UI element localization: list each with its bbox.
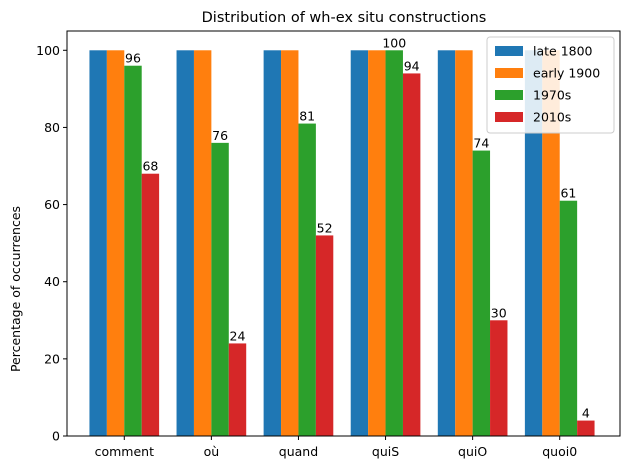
bar-1970s-où bbox=[211, 142, 229, 437]
bar-1970s-comment bbox=[124, 65, 142, 437]
x-tick-label: quiO bbox=[458, 444, 487, 459]
x-tick-label: où bbox=[204, 444, 220, 459]
bar-late-1800-quiS bbox=[350, 50, 369, 436]
bar-late-1800-quoi0 bbox=[524, 50, 543, 436]
data-label: 4 bbox=[582, 406, 590, 421]
legend: late 1800 early 1900 1970s 2010s bbox=[486, 36, 615, 134]
y-tick-label: 60 bbox=[44, 197, 60, 212]
y-axis-label: Percentage of occurrences bbox=[8, 206, 23, 372]
bar-2010s-quand bbox=[315, 235, 334, 436]
bar-1970s-quiS bbox=[385, 50, 403, 436]
bar-late-1800-où bbox=[176, 50, 194, 436]
data-label: 94 bbox=[404, 58, 420, 73]
bar-late-1800-comment bbox=[89, 50, 107, 436]
bar-2010s-quiO bbox=[490, 320, 508, 436]
bar-early-1900-quiS bbox=[368, 50, 386, 436]
bar-2010s-quoi0 bbox=[577, 420, 595, 436]
bar-early-1900-comment bbox=[106, 50, 125, 436]
bar-1970s-quoi0 bbox=[559, 200, 578, 436]
legend-swatch bbox=[495, 46, 523, 56]
data-label: 96 bbox=[125, 51, 141, 66]
x-tick-label: comment bbox=[95, 444, 154, 459]
legend-label: early 1900 bbox=[533, 66, 600, 81]
bar-early-1900-quiO bbox=[455, 50, 473, 436]
legend-swatch bbox=[495, 112, 523, 122]
data-label: 81 bbox=[299, 109, 315, 124]
y-tick-label: 0 bbox=[52, 429, 60, 444]
x-tick-label: quoi0 bbox=[542, 444, 577, 459]
data-label: 74 bbox=[473, 136, 489, 151]
bar-2010s-où bbox=[228, 343, 247, 436]
bar-2010s-comment bbox=[141, 173, 160, 436]
x-tick-label: quand bbox=[279, 444, 318, 459]
bar-1970s-quand bbox=[298, 123, 316, 436]
y-tick-label: 40 bbox=[44, 274, 60, 289]
x-tick-label: quiS bbox=[372, 444, 399, 459]
bar-early-1900-où bbox=[193, 50, 212, 436]
legend-label: 1970s bbox=[533, 88, 571, 103]
y-tick-label: 80 bbox=[44, 120, 60, 135]
bar-1970s-quiO bbox=[472, 150, 491, 436]
axes-frame bbox=[66, 30, 621, 437]
data-label: 52 bbox=[317, 220, 333, 235]
data-label: 76 bbox=[212, 128, 228, 143]
y-tick-label: 100 bbox=[36, 43, 60, 58]
legend-label: 2010s bbox=[533, 110, 571, 125]
y-tick-label: 20 bbox=[44, 351, 60, 366]
data-label: 68 bbox=[142, 159, 158, 174]
legend-swatch bbox=[495, 90, 523, 100]
data-label: 61 bbox=[560, 186, 576, 201]
data-label: 24 bbox=[230, 328, 246, 343]
legend-box bbox=[486, 36, 615, 134]
chart-title: Distribution of wh-ex situ constructions bbox=[202, 10, 487, 26]
bar-late-1800-quiO bbox=[437, 50, 456, 436]
plot-area: 96 68 comment 76 24 où 81 52 quand 100 94 quiS 74 30 q… bbox=[36, 30, 621, 459]
bar-early-1900-quand bbox=[281, 50, 299, 436]
bar-late-1800-quand bbox=[263, 50, 282, 436]
bar-early-1900-quoi0 bbox=[542, 50, 560, 436]
data-label: 30 bbox=[491, 305, 507, 320]
data-label: 100 bbox=[382, 35, 406, 50]
legend-swatch bbox=[495, 68, 523, 78]
legend-label: late 1800 bbox=[533, 44, 593, 59]
bar-2010s-quiS bbox=[402, 73, 421, 437]
